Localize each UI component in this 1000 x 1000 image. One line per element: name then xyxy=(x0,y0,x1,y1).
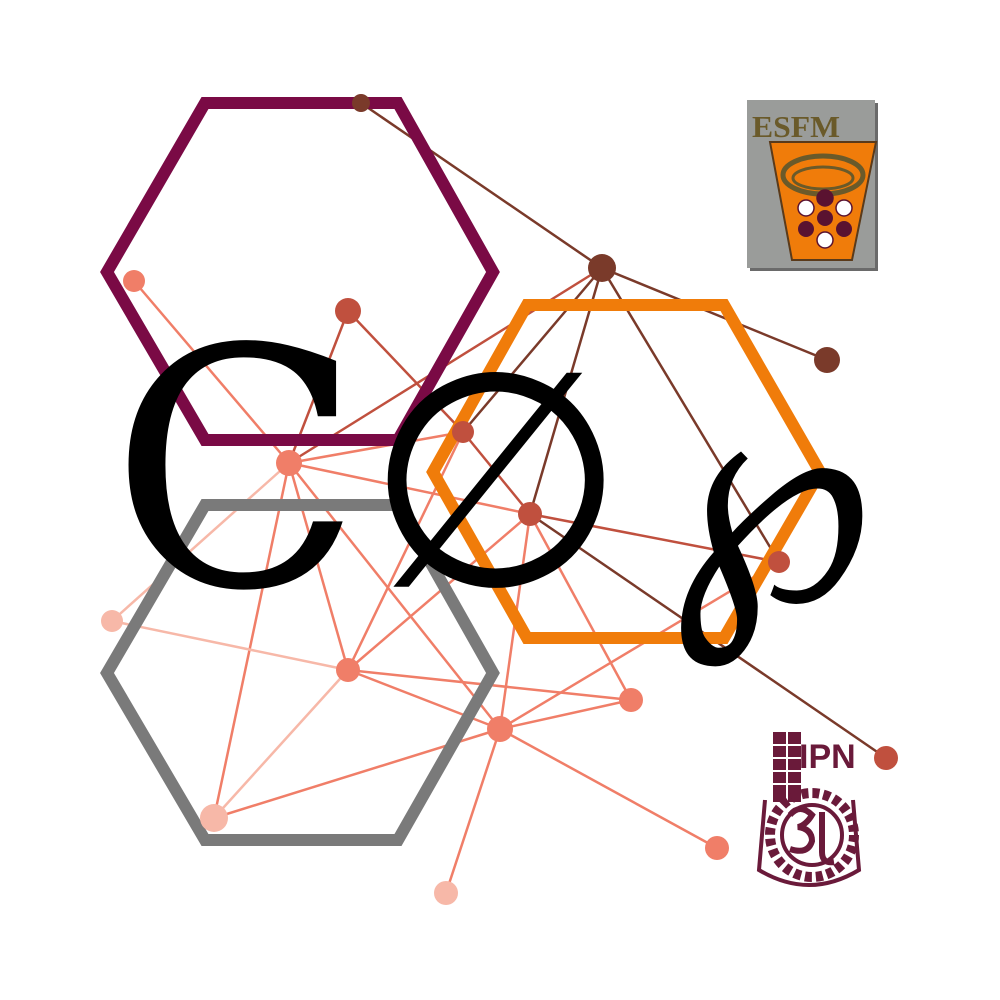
esfm-arch-inner xyxy=(791,165,855,191)
network-node xyxy=(336,658,360,682)
network-node xyxy=(200,804,228,832)
esfm-emblem: ESFM xyxy=(747,100,878,271)
network-node xyxy=(619,688,643,712)
network-node xyxy=(705,836,729,860)
network-edge xyxy=(288,461,531,516)
network-nodes xyxy=(101,94,898,905)
network-edge xyxy=(499,698,632,731)
esfm-dots xyxy=(797,189,853,249)
network-edge xyxy=(347,513,531,671)
network-edge xyxy=(347,668,501,731)
network-edge xyxy=(499,560,780,731)
network-node xyxy=(352,94,370,112)
ipn-building-lines xyxy=(773,732,801,802)
network-edge xyxy=(529,512,780,564)
network-edge xyxy=(528,513,633,701)
network-node xyxy=(768,551,790,573)
network-edge xyxy=(444,728,502,894)
network-node xyxy=(452,421,474,443)
hexagon-top xyxy=(100,97,500,446)
glyph-empty-set: ∅ xyxy=(365,307,626,656)
network-edge xyxy=(360,101,603,270)
ipn-emblem: IPN xyxy=(756,732,862,887)
ipn-numeral-one xyxy=(819,812,835,866)
network-node xyxy=(123,270,145,292)
network-edge xyxy=(600,267,781,563)
network-edge xyxy=(111,462,290,622)
network-edge xyxy=(601,266,828,362)
network-node xyxy=(874,746,898,770)
network-node xyxy=(434,881,458,905)
network-edge xyxy=(111,619,349,672)
network-edge xyxy=(287,462,350,671)
network-node xyxy=(588,254,616,282)
network-edge xyxy=(462,267,603,433)
hexagon-bottom xyxy=(100,499,500,846)
ipn-shield-outline xyxy=(756,799,862,887)
network-edge xyxy=(288,430,464,465)
network-node xyxy=(814,347,840,373)
ipn-numeral xyxy=(787,806,816,854)
network-node xyxy=(487,716,513,742)
network-node xyxy=(101,610,123,632)
ipn-gear-inner xyxy=(780,803,844,867)
network-edge xyxy=(499,727,718,850)
network-edge xyxy=(133,280,290,464)
network-edge xyxy=(346,431,465,671)
esfm-label: ESFM xyxy=(752,109,840,144)
ipn-label: IPN xyxy=(799,738,856,776)
hexagon-right xyxy=(426,299,827,644)
network-node xyxy=(335,298,361,324)
network-edge xyxy=(462,431,531,515)
network-node xyxy=(518,502,542,526)
network-edge xyxy=(213,669,349,819)
network-edge xyxy=(212,462,291,819)
logo-glyphs: C ∅ ℘ xyxy=(110,279,874,671)
glyph-weierstrass-p: ℘ xyxy=(665,322,874,671)
glyph-c: C xyxy=(110,279,363,663)
network-node xyxy=(276,450,302,476)
network-edge xyxy=(347,310,464,433)
